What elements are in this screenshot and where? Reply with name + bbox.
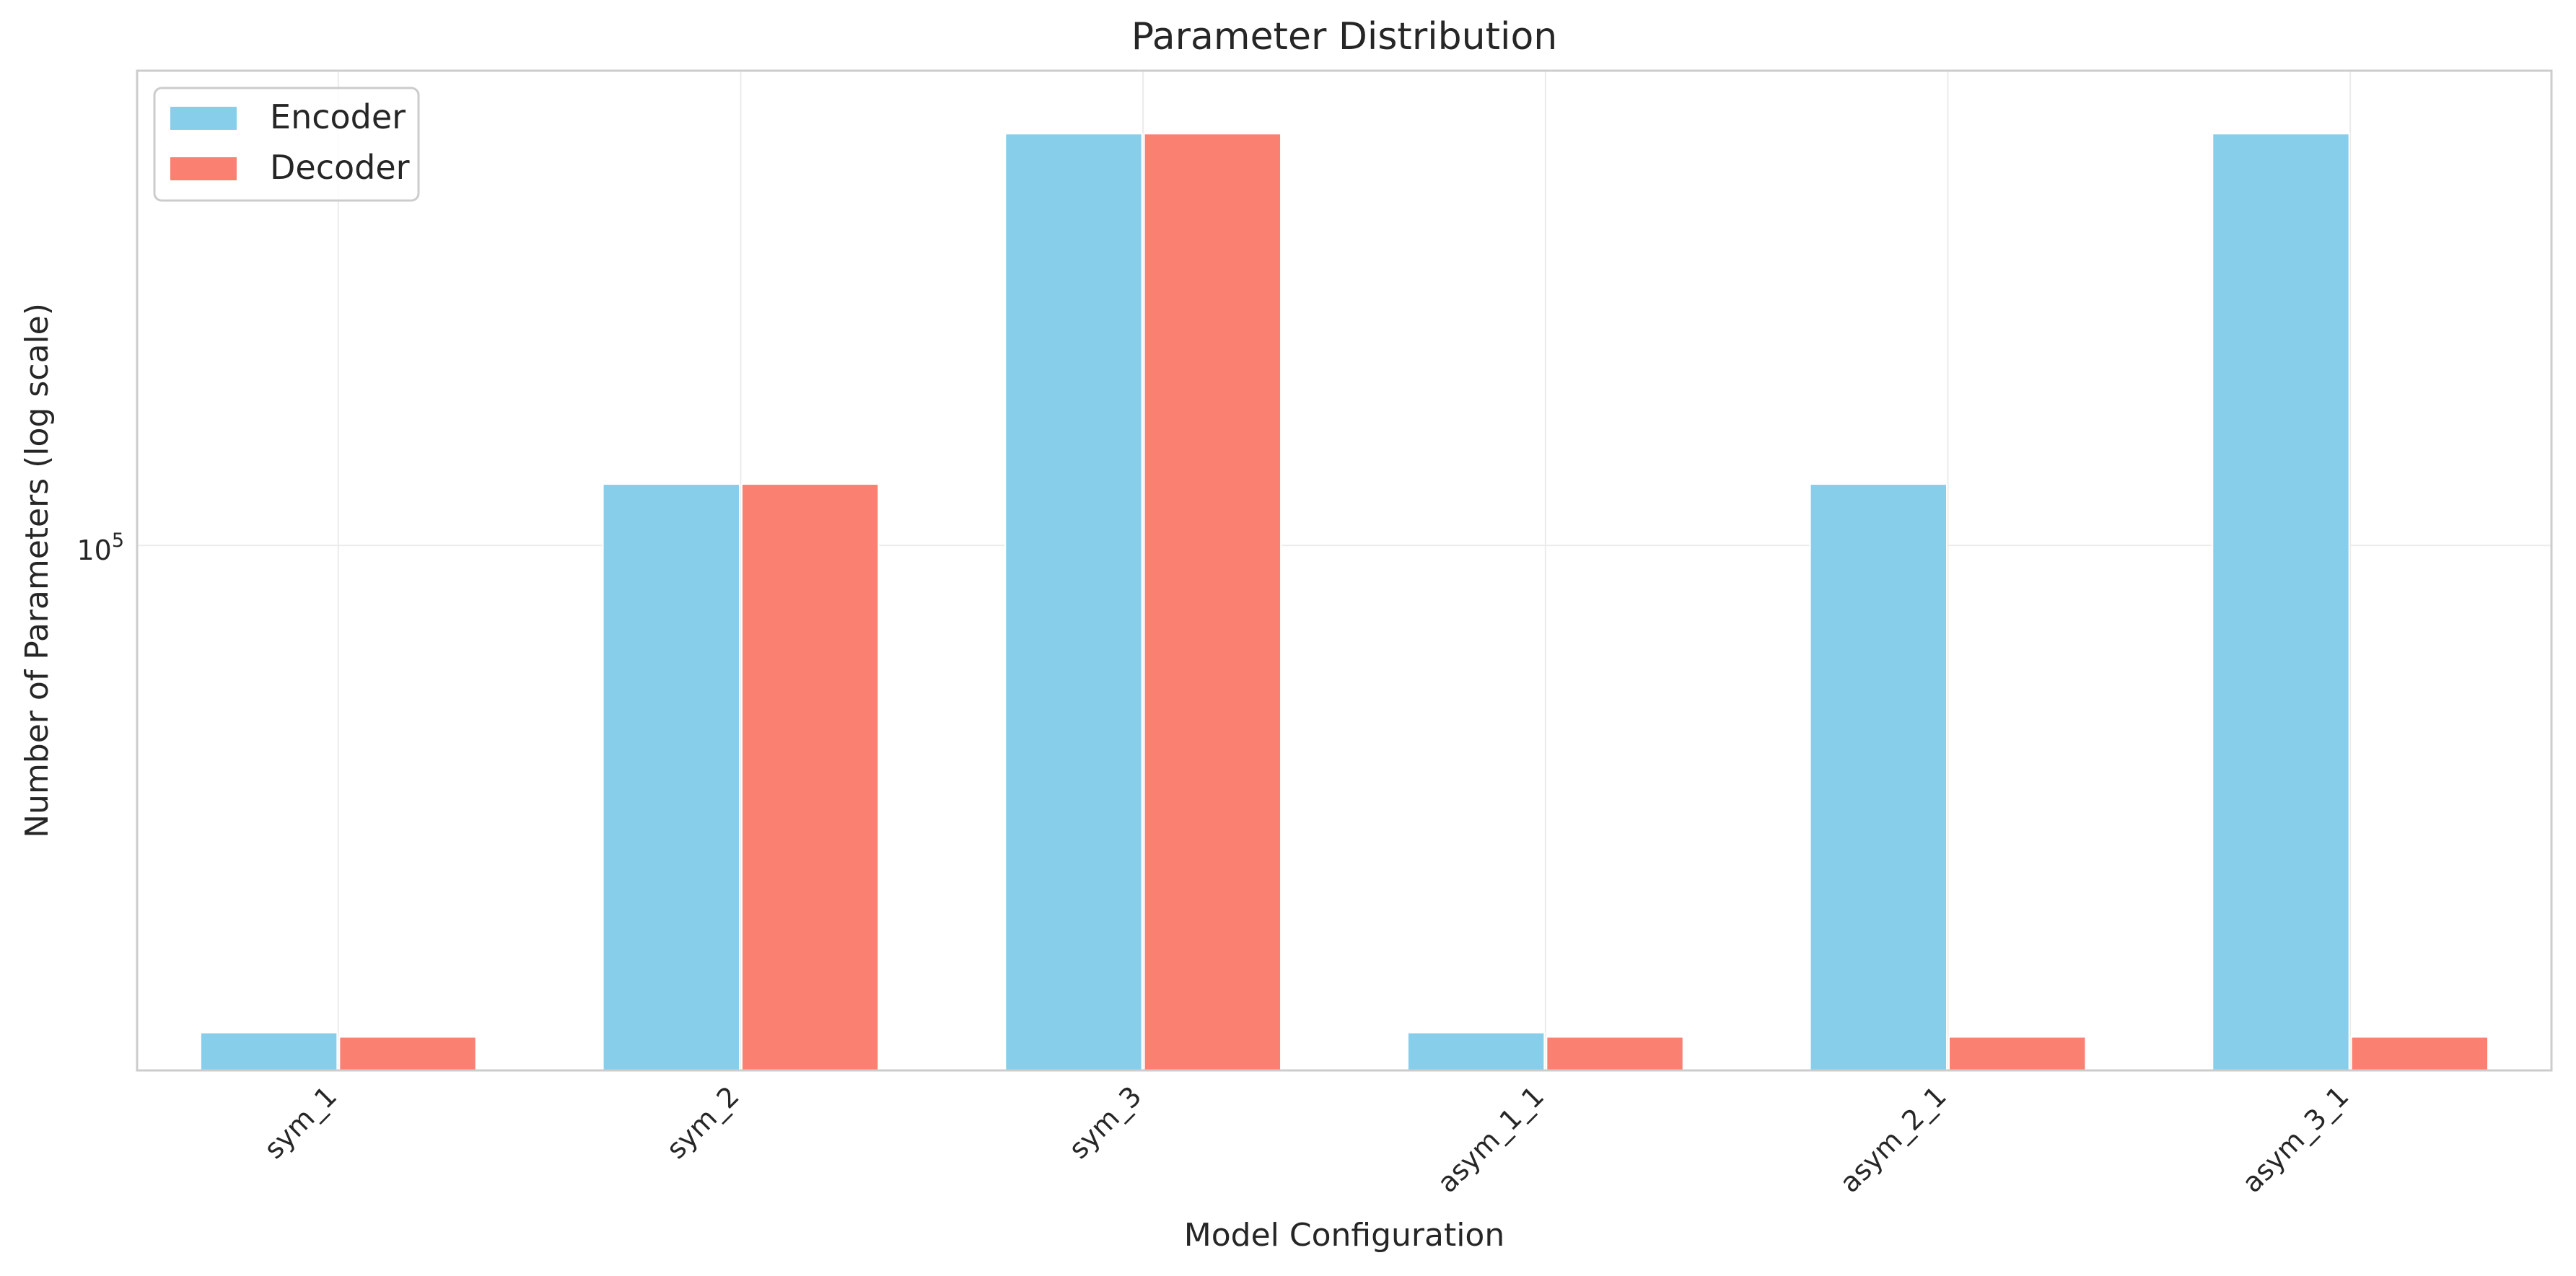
bar-decoder-asym_2_1 xyxy=(1948,1036,2087,1071)
x-tick-label: sym_2 xyxy=(660,1080,745,1165)
x-axis-label: Model Configuration xyxy=(1184,1217,1505,1254)
y-axis-label: Number of Parameters (log scale) xyxy=(19,303,56,838)
legend-swatch-encoder xyxy=(170,107,237,130)
gridlines xyxy=(137,71,2551,1070)
bar-decoder-asym_3_1 xyxy=(2350,1036,2489,1071)
bar-encoder-sym_2 xyxy=(602,483,740,1071)
bar-decoder-sym_3 xyxy=(1143,133,1282,1071)
bars xyxy=(199,133,2489,1072)
bar-decoder-sym_1 xyxy=(338,1036,477,1071)
bar-encoder-asym_2_1 xyxy=(1809,483,1948,1071)
legend-swatch-decoder xyxy=(170,157,237,180)
x-tick-label: asym_2_1 xyxy=(1834,1080,1953,1199)
legend: Encoder Decoder xyxy=(153,87,420,202)
bar-encoder-sym_1 xyxy=(199,1031,338,1072)
x-tick-label: sym_3 xyxy=(1063,1080,1148,1165)
legend-label-decoder: Decoder xyxy=(270,148,410,187)
bar-decoder-asym_1_1 xyxy=(1546,1036,1684,1071)
x-tick-label: asym_3_1 xyxy=(2236,1080,2355,1199)
bar-encoder-sym_3 xyxy=(1004,133,1143,1071)
bar-encoder-asym_1_1 xyxy=(1406,1031,1546,1072)
bar-encoder-asym_3_1 xyxy=(2212,133,2350,1071)
chart-title: Parameter Distribution xyxy=(1131,15,1557,58)
y-tick-label: 105 xyxy=(76,529,124,566)
plot-frame xyxy=(136,69,2553,1072)
x-tick-label: sym_1 xyxy=(258,1080,343,1165)
legend-label-encoder: Encoder xyxy=(270,97,406,136)
bar-decoder-sym_2 xyxy=(741,483,880,1071)
x-tick-label: asym_1_1 xyxy=(1431,1080,1550,1199)
